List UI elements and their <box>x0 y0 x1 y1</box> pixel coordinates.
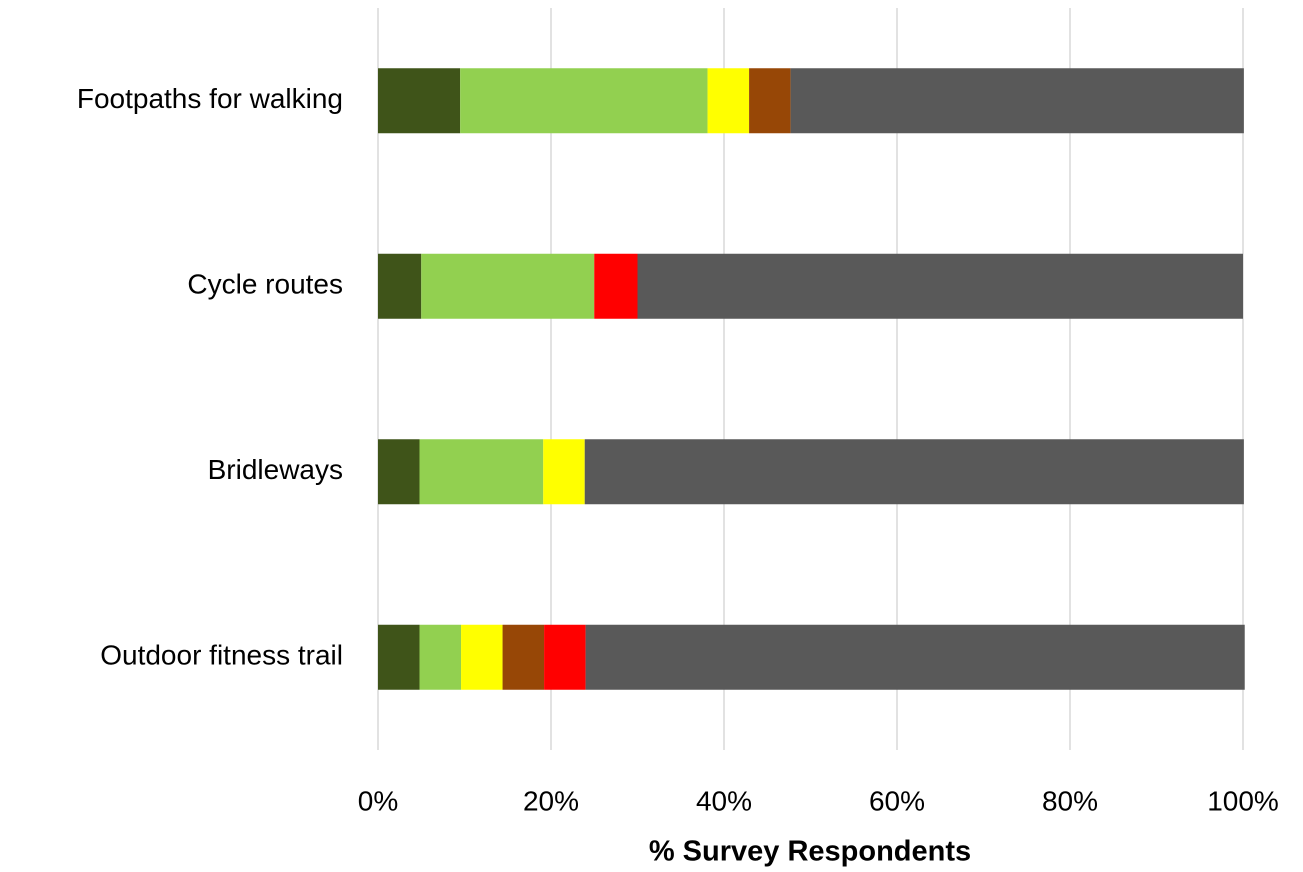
bar-segment <box>460 68 708 134</box>
bar-segment <box>637 253 1243 319</box>
bar-segment <box>543 439 585 505</box>
bar-segment <box>707 68 750 134</box>
bar-segment <box>378 439 420 505</box>
x-tick-label: 20% <box>523 785 579 816</box>
bar-segment <box>419 624 462 690</box>
y-tick-label: Cycle routes <box>187 269 343 300</box>
bar-segment <box>502 624 545 690</box>
bar-segment <box>585 624 1245 690</box>
bar-segment <box>378 68 461 134</box>
bar-segment <box>461 624 503 690</box>
bar-segment <box>594 253 638 319</box>
bar-segment <box>544 624 586 690</box>
bar-segment <box>749 68 791 134</box>
bar-segment <box>584 439 1244 505</box>
x-tick-label: 100% <box>1207 785 1279 816</box>
x-tick-label: 0% <box>358 785 398 816</box>
x-tick-label: 60% <box>869 785 925 816</box>
x-tick-label: 40% <box>696 785 752 816</box>
bar-segment <box>421 253 595 319</box>
bar-segment <box>419 439 544 505</box>
bar-segment <box>378 624 420 690</box>
y-tick-label: Outdoor fitness trail <box>100 640 343 671</box>
x-axis-title: % Survey Respondents <box>649 836 971 868</box>
x-tick-label: 80% <box>1042 785 1098 816</box>
y-tick-label: Footpaths for walking <box>77 83 343 114</box>
bar-segment <box>790 68 1244 134</box>
bar-segment <box>378 253 422 319</box>
y-tick-label: Bridleways <box>208 454 343 485</box>
